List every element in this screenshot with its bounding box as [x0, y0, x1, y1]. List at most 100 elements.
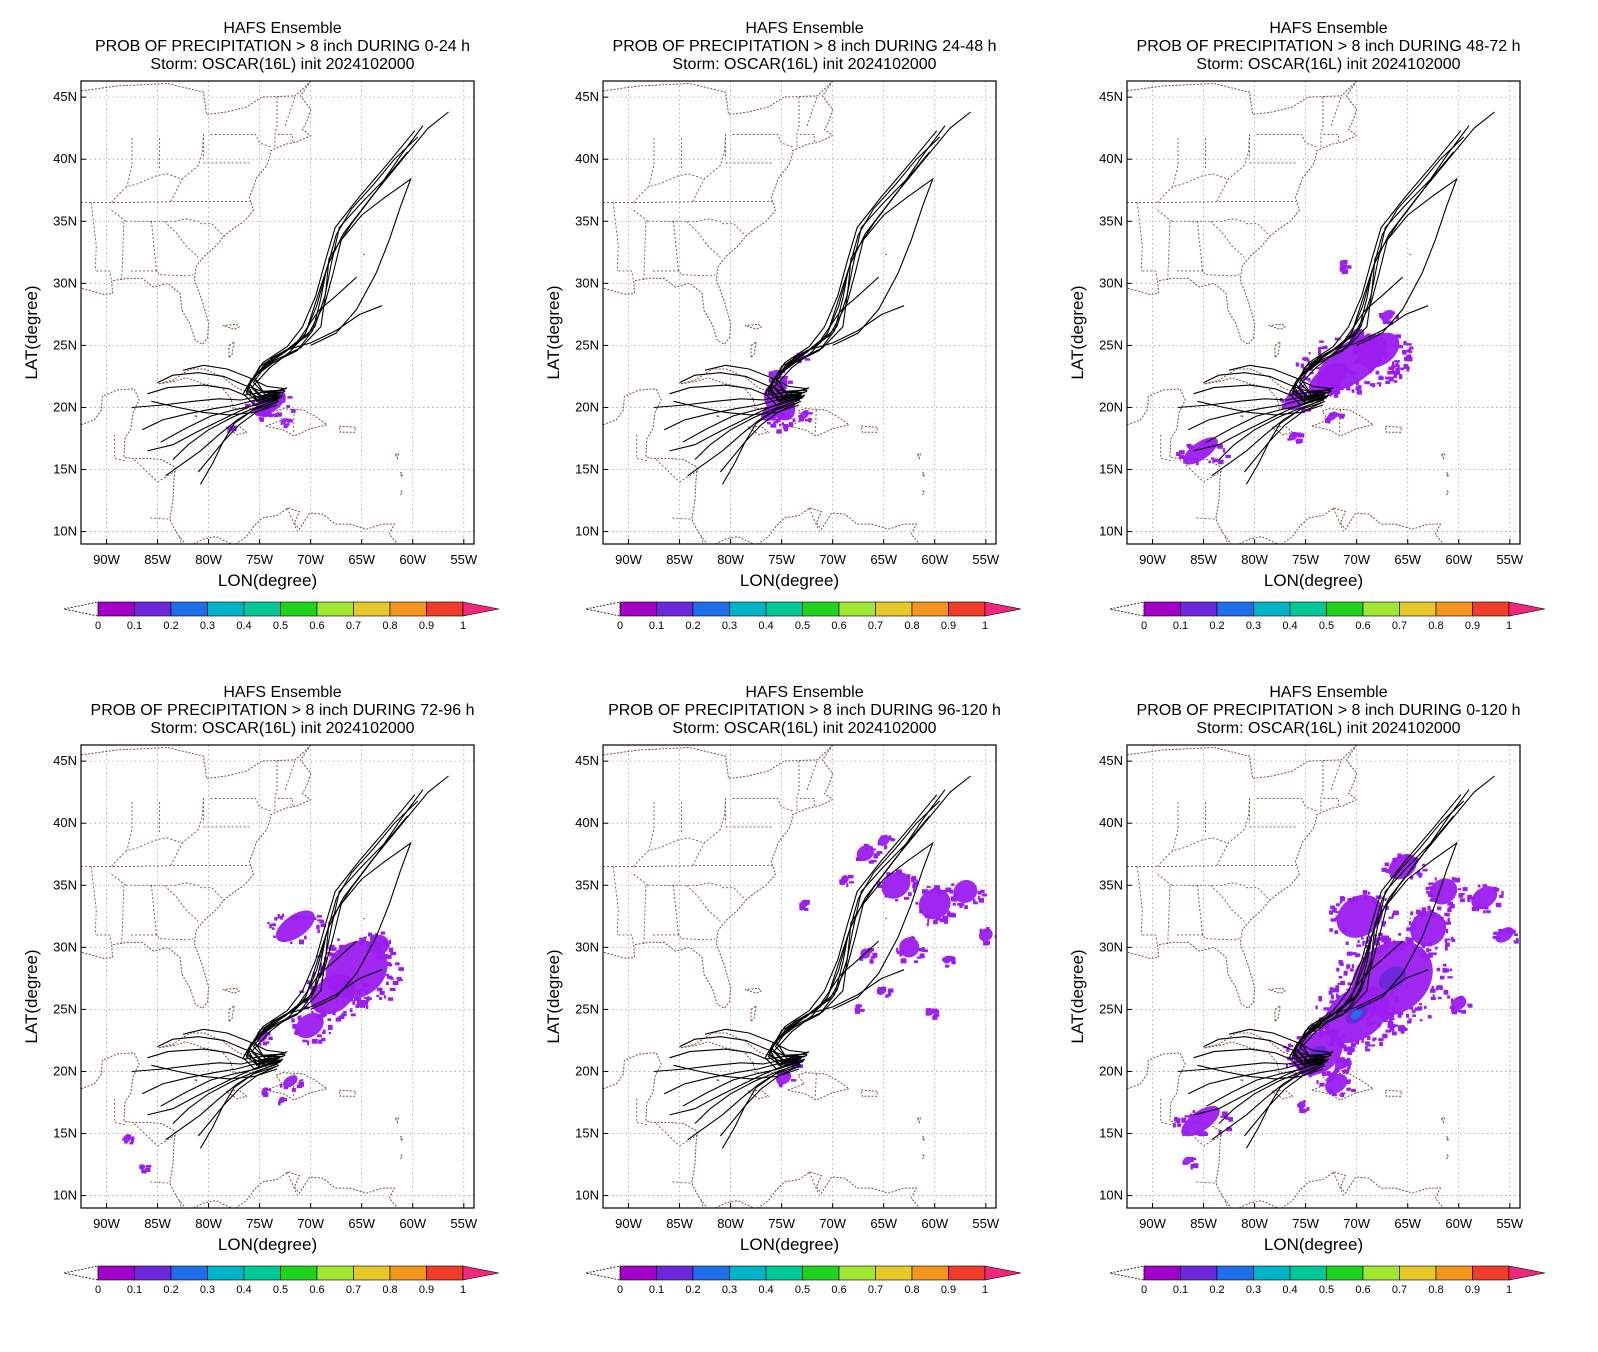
- precip-speck: [386, 975, 393, 979]
- precip-speck: [1211, 457, 1215, 460]
- precip-speck: [354, 998, 359, 1002]
- precip-speck: [1410, 857, 1416, 861]
- state-border: [111, 798, 204, 867]
- precip-speck: [1358, 981, 1364, 985]
- ensemble-track: [147, 384, 286, 396]
- precip-area: [876, 986, 894, 998]
- precip-speck: [283, 1085, 289, 1090]
- colorbar-segment: [316, 1265, 354, 1281]
- island-coastline: [194, 414, 199, 418]
- state-border: [686, 220, 721, 258]
- precip-speck: [1389, 991, 1394, 995]
- state-border: [1281, 549, 1283, 558]
- ensemble-track: [769, 136, 941, 402]
- precip-speck: [1340, 264, 1343, 269]
- precip-area: [925, 1008, 940, 1020]
- precip-speck: [909, 936, 916, 939]
- state-border: [796, 761, 800, 811]
- lon-tick-label: 70W: [819, 552, 846, 567]
- island-coastline: [787, 1072, 851, 1101]
- precip-speck: [1403, 356, 1408, 361]
- colorbar-segment: [389, 1265, 427, 1281]
- ensemble-track: [1228, 1028, 1333, 1054]
- precip-speck: [1484, 907, 1489, 910]
- precip-speck: [1347, 369, 1353, 374]
- precip-speck: [1385, 937, 1392, 943]
- state-border: [1177, 934, 1240, 941]
- ensemble-track: [247, 136, 419, 402]
- island-coastline: [1268, 987, 1287, 994]
- precip-speck: [282, 395, 286, 401]
- lon-tick-label: 75W: [768, 1216, 795, 1231]
- precip-speck: [1365, 1048, 1371, 1052]
- precip-speck: [1362, 940, 1365, 946]
- precip-speck: [1357, 940, 1360, 943]
- precip-speck: [979, 928, 983, 933]
- lon-tick-label: 85W: [1190, 1216, 1217, 1231]
- precip-speck: [1368, 935, 1372, 941]
- ensemble-track: [252, 841, 412, 1060]
- state-border: [109, 208, 127, 222]
- lat-tick-label: 40N: [575, 815, 599, 830]
- precip-speck: [1385, 380, 1391, 384]
- precip-speck: [1387, 1024, 1393, 1029]
- island-coastline: [922, 1135, 926, 1143]
- island-coastline: [1268, 323, 1287, 330]
- lon-tick-label: 70W: [1343, 1216, 1370, 1231]
- precip-speck: [1408, 921, 1412, 925]
- colorbar-segment: [97, 601, 135, 617]
- precip-speck: [1336, 1041, 1342, 1044]
- precip-speck: [1367, 891, 1371, 895]
- precip-speck: [280, 420, 283, 425]
- colorbar-label: 0.8: [382, 1284, 397, 1296]
- colorbar-segment: [1253, 1265, 1291, 1281]
- precip-speck: [1354, 343, 1359, 348]
- precip-speck: [1427, 952, 1433, 956]
- precip-area: [279, 1075, 305, 1092]
- precip-speck: [848, 874, 854, 879]
- precip-speck: [1194, 1131, 1200, 1136]
- state-border: [1281, 1213, 1283, 1222]
- lon-tick-label: 70W: [297, 552, 324, 567]
- precip-patch: [295, 1012, 324, 1039]
- precip-speck: [1437, 985, 1442, 990]
- precip-speck: [1421, 907, 1426, 913]
- precip-speck: [799, 902, 802, 908]
- lon-tick-label: 85W: [1190, 552, 1217, 567]
- precip-speck: [1427, 893, 1434, 897]
- precip-speck: [916, 956, 922, 959]
- colorbar-label: 0.2: [163, 620, 178, 632]
- lat-tick-label: 15N: [575, 1126, 599, 1141]
- precip-speck: [1228, 1117, 1234, 1122]
- coastline: [193, 507, 398, 544]
- precip-speck: [1307, 392, 1312, 395]
- precip-speck: [1513, 929, 1516, 934]
- precip-speck: [1388, 376, 1394, 382]
- precip-speck: [1198, 1112, 1203, 1118]
- lat-tick-label: 15N: [1099, 462, 1123, 477]
- precip-speck: [1382, 1033, 1388, 1039]
- ensemble-track: [172, 399, 279, 460]
- precip-speck: [1427, 949, 1432, 952]
- precip-speck: [895, 898, 899, 902]
- state-border: [1256, 133, 1318, 148]
- precip-speck: [1364, 1046, 1368, 1049]
- coastline: [715, 1171, 920, 1208]
- precip-speck: [1350, 371, 1356, 376]
- precip-speck: [1381, 867, 1388, 872]
- precip-speck: [942, 915, 949, 920]
- precip-speck: [783, 384, 787, 389]
- precip-speck: [1369, 1044, 1376, 1047]
- precip-speck: [1333, 393, 1339, 398]
- precip-speck: [1336, 993, 1339, 999]
- precip-speck: [1323, 1024, 1330, 1029]
- precip-speck: [925, 1010, 929, 1016]
- precip-speck: [320, 923, 326, 928]
- map-background: [81, 745, 474, 1208]
- state-border: [1157, 134, 1250, 203]
- lon-tick-label: 80W: [717, 552, 744, 567]
- precip-speck: [264, 411, 269, 416]
- precip-speck: [768, 378, 772, 383]
